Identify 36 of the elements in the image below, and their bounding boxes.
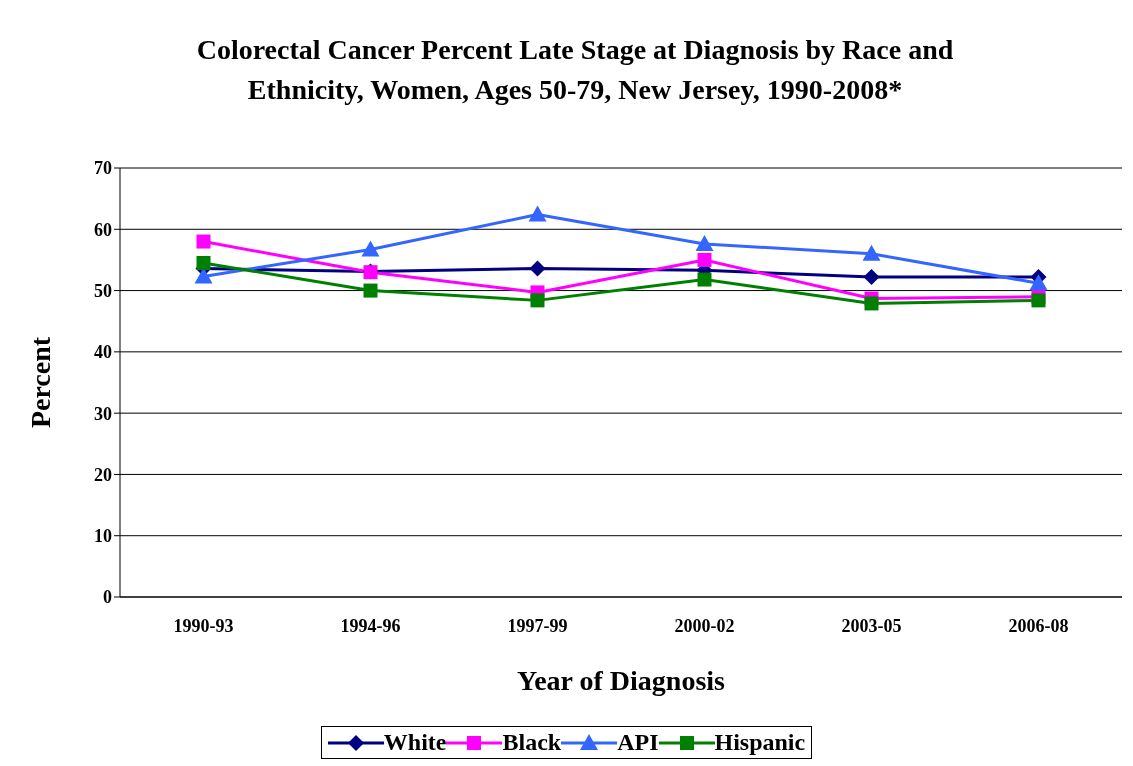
x-axis-title: Year of Diagnosis — [517, 665, 726, 696]
point — [363, 283, 378, 298]
x-tick-label: 1994-96 — [340, 615, 401, 636]
point — [864, 296, 879, 311]
point — [697, 252, 712, 267]
y-axis-title: Percent — [24, 336, 56, 429]
y-tick-label: 70 — [94, 158, 112, 179]
y-tick-label: 10 — [94, 526, 112, 547]
point — [1029, 274, 1048, 291]
x-tick-label: 2000-02 — [674, 615, 735, 636]
y-tick-label: 20 — [94, 464, 112, 485]
y-tick-label: 50 — [94, 280, 112, 301]
point — [528, 205, 547, 222]
x-tick-label: 1990-93 — [173, 615, 234, 636]
y-tick-label: 0 — [103, 587, 112, 608]
legend-label: API — [617, 729, 659, 756]
point — [862, 244, 881, 261]
point — [1031, 293, 1046, 308]
point — [196, 255, 211, 270]
point — [196, 234, 211, 249]
y-tick-label: 40 — [94, 342, 112, 363]
y-tick-label: 30 — [94, 403, 112, 424]
x-tick-label: 2006-08 — [1008, 615, 1069, 636]
point — [863, 269, 880, 286]
x-tick-label: 1997-99 — [507, 615, 568, 636]
chart-title: Colorectal Cancer Percent Late Stage at Diagnosis by Race and Ethnicity, Women, Ages 50-79, New Jersey, 1990-2008* — [195, 33, 955, 107]
point — [529, 260, 546, 277]
legend-label: Hispanic — [714, 729, 806, 756]
y-tick-label: 60 — [94, 219, 112, 240]
point — [695, 234, 714, 251]
point — [361, 240, 380, 257]
legend-label: Black — [502, 729, 562, 756]
point — [697, 272, 712, 287]
legend-label: White — [383, 729, 447, 756]
x-tick-label: 2003-05 — [841, 615, 902, 636]
point — [530, 293, 545, 308]
